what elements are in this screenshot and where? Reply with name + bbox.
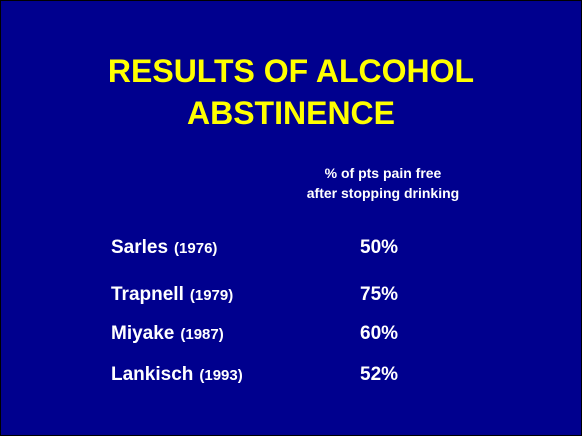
row-label: Miyake (1987) [111,322,224,347]
study-year: (1987) [180,326,224,343]
percent-value: 52% [360,364,399,385]
study-year: (1979) [189,287,234,304]
study-year: (1976) [174,240,218,257]
study-year: (1993) [199,367,243,384]
title-line: RESULTS OF ALCOHOL [107,53,475,89]
row-label: Trapnell (1979) [111,283,233,308]
study-name: Trapnell [111,284,184,305]
study-name: Lankisch [111,364,194,385]
title-line: ABSTINENCE [186,95,395,131]
percent-value: 60% [360,323,399,344]
study-name: Miyake [111,323,175,344]
percent-value: 50% [360,237,399,258]
column-header: after stopping drinking [306,185,460,201]
row-label: Lankisch (1993) [111,363,243,388]
column-header: % of pts pain free [324,165,442,181]
study-name: Sarles [111,237,169,258]
row-label: Sarles (1976) [111,236,217,261]
percent-value: 75% [360,284,399,305]
